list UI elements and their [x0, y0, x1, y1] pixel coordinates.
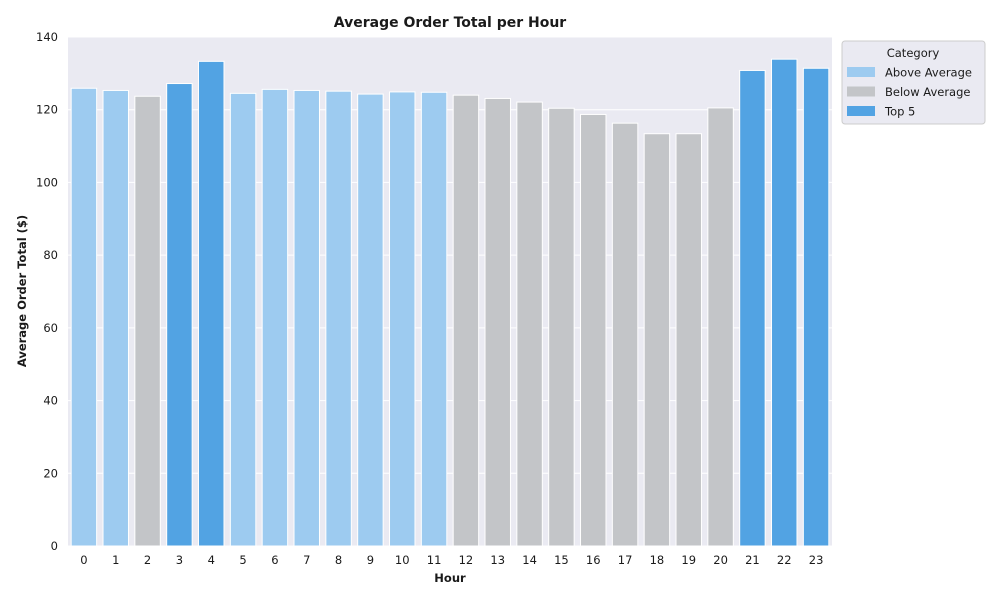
bar-hour-16: [580, 113, 607, 547]
bar-hour-4: [198, 60, 225, 547]
x-axis-label: Hour: [434, 571, 466, 585]
legend-label: Below Average: [885, 85, 970, 99]
legend-swatch: [847, 67, 875, 77]
x-tick-label: 1: [112, 553, 119, 567]
y-tick-label: 100: [36, 175, 58, 189]
x-tick-label: 0: [80, 553, 87, 567]
legend: Category Above Average Below Average Top 5: [841, 40, 986, 125]
bar-hour-6: [261, 88, 289, 547]
bar-hour-5: [229, 92, 257, 547]
bar-hour-0: [70, 87, 98, 547]
legend-swatch: [847, 86, 875, 97]
x-tick-label: 9: [367, 553, 374, 567]
x-tick-labels: 0 1 2 3 4 5 6 7 8 9 10 11 12 13 14 15 16 17 18 19 20 21 22 23: [80, 553, 823, 567]
x-tick-label: 14: [522, 553, 537, 567]
gridlines: [68, 36, 832, 547]
chart-title: Average Order Total per Hour: [334, 15, 567, 31]
x-tick-label: 3: [176, 553, 183, 567]
y-tick-label: 120: [36, 103, 58, 117]
legend-swatch: [847, 106, 875, 116]
x-tick-label: 4: [208, 553, 215, 567]
plot-background: [68, 37, 832, 546]
bar-hour-18: [643, 133, 671, 547]
x-tick-label: 19: [681, 553, 696, 567]
legend-label: Above Average: [885, 66, 972, 80]
x-tick-label: 22: [777, 553, 792, 567]
bar-hour-15: [548, 107, 575, 547]
bar-hour-1: [102, 89, 129, 547]
legend-title: Category: [887, 46, 940, 60]
bar-hour-17: [611, 122, 639, 547]
bar-hour-7: [293, 89, 320, 547]
y-tick-label: 80: [43, 248, 58, 262]
y-tick-label: 40: [43, 394, 58, 408]
x-tick-label: 12: [459, 553, 474, 567]
x-tick-label: 11: [427, 553, 442, 567]
legend-box: [841, 40, 986, 125]
y-tick-label: 20: [43, 466, 58, 480]
x-tick-label: 20: [713, 553, 728, 567]
bar-hour-21: [739, 69, 766, 547]
y-tick-label: 140: [36, 30, 58, 44]
y-tick-labels: 0 20 40 60 80 100 120 140: [36, 30, 58, 553]
y-tick-label: 60: [43, 321, 58, 335]
x-tick-label: 23: [809, 553, 824, 567]
x-tick-label: 17: [618, 553, 633, 567]
x-tick-label: 10: [395, 553, 410, 567]
y-axis-label: Average Order Total ($): [15, 215, 29, 367]
bar-hour-2: [134, 95, 161, 547]
bars: [70, 58, 830, 547]
bar-hour-23: [802, 67, 830, 547]
bar-hour-14: [516, 101, 543, 547]
x-tick-label: 6: [271, 553, 278, 567]
x-tick-label: 7: [303, 553, 310, 567]
bar-hour-22: [771, 58, 798, 547]
x-tick-label: 13: [490, 553, 505, 567]
x-tick-label: 15: [554, 553, 569, 567]
bar-hour-13: [484, 97, 511, 547]
bar-hour-11: [420, 91, 448, 547]
bar-hour-12: [452, 94, 480, 547]
x-tick-label: 18: [650, 553, 665, 567]
legend-label: Top 5: [884, 105, 915, 119]
bar-hour-9: [357, 93, 384, 547]
bar-hour-10: [389, 91, 416, 547]
x-tick-label: 16: [586, 553, 601, 567]
bar-hour-20: [707, 107, 734, 547]
y-tick-label: 0: [51, 539, 58, 553]
bar-hour-3: [166, 83, 193, 547]
legend-entries: Above Average Below Average Top 5: [847, 66, 972, 119]
bar-hour-8: [325, 90, 352, 547]
x-tick-label: 2: [144, 553, 151, 567]
x-tick-label: 5: [239, 553, 246, 567]
x-tick-label: 8: [335, 553, 342, 567]
x-tick-label: 21: [745, 553, 760, 567]
bar-hour-19: [675, 133, 702, 547]
